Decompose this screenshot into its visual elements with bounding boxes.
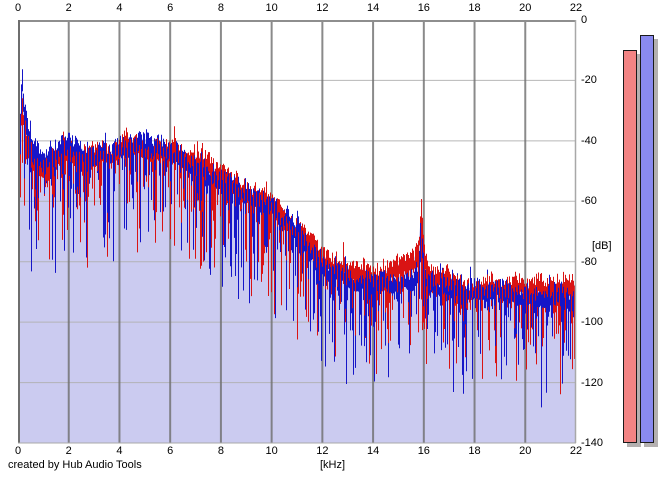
x-axis-tick-label-top: 20 — [519, 2, 532, 14]
x-axis-tick-label-bottom: 18 — [468, 445, 481, 457]
y-axis-tick-label: -140 — [581, 437, 604, 449]
x-axis-tick-label-bottom: 14 — [366, 445, 380, 457]
y-axis-tick-label: -80 — [581, 255, 597, 268]
x-axis-tick-label-bottom: 22 — [569, 445, 583, 457]
x-axis-tick-label-top: 6 — [167, 2, 174, 14]
credit-caption: created by Hub Audio Tools — [8, 459, 142, 471]
x-axis-tick-label-top: 2 — [65, 2, 72, 14]
y-axis-tick-label: -60 — [581, 195, 597, 208]
x-axis-tick-label-bottom: 8 — [217, 445, 224, 457]
x-axis-tick-label-bottom: 0 — [14, 445, 22, 457]
y-axis-tick-label: 0 — [581, 14, 588, 26]
x-axis-tick-label-top: 10 — [265, 2, 278, 14]
x-axis-tick-label-bottom: 16 — [417, 445, 430, 457]
x-axis-tick-label-bottom: 12 — [316, 445, 329, 457]
x-axis-tick-label-top: 16 — [417, 2, 430, 14]
y-axis-tick-label: -20 — [581, 74, 597, 87]
x-axis-tick-label-bottom: 2 — [65, 445, 72, 457]
x-axis-tick-label-bottom: 10 — [265, 445, 278, 457]
x-axis-tick-label-top: 14 — [366, 2, 380, 14]
x-axis-tick-label-top: 18 — [468, 2, 481, 14]
x-axis-tick-label-top: 12 — [316, 2, 329, 14]
x-axis-tick-label-top: 4 — [116, 2, 123, 14]
x-axis-tick-label-bottom: 4 — [116, 445, 123, 457]
y-axis-unit-label: [dB] — [592, 240, 612, 252]
x-axis-tick-label-top: 0 — [14, 2, 22, 14]
left-level-meter-bar — [623, 50, 637, 443]
x-axis-tick-label-bottom: 20 — [519, 445, 532, 457]
y-axis-tick-label: -120 — [581, 376, 604, 389]
x-axis-unit-label: [kHz] — [320, 459, 346, 471]
right-level-meter-bar — [640, 35, 654, 443]
x-axis-tick-label-top: 8 — [217, 2, 224, 14]
x-axis-tick-label-bottom: 6 — [167, 445, 174, 457]
x-axis-tick-label-top: 22 — [569, 2, 583, 14]
y-axis-tick-label: -40 — [581, 134, 597, 147]
y-axis-tick-label: -100 — [581, 316, 604, 329]
